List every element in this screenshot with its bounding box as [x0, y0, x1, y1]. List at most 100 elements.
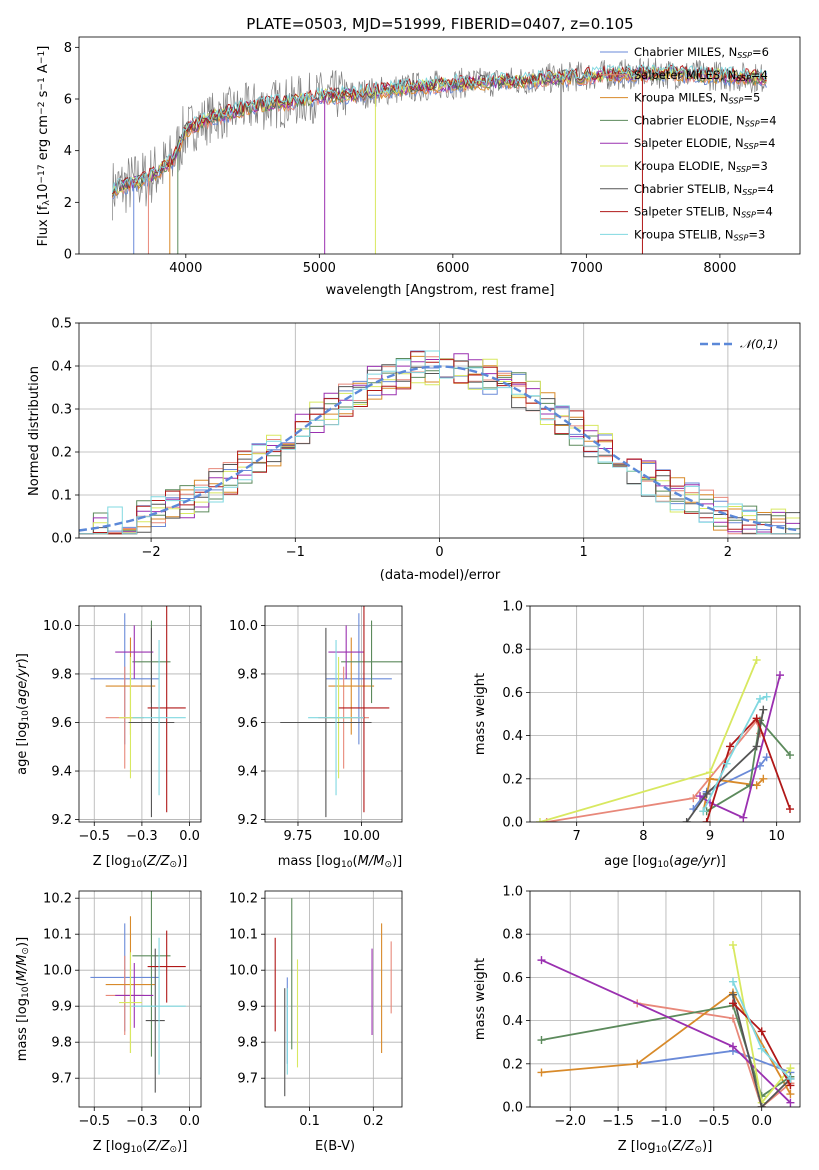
y-tick-label: 10.1 — [229, 928, 258, 943]
y-axis-label: mass weight — [473, 673, 488, 755]
label-part: ( — [353, 854, 358, 869]
label-part: age [log — [604, 854, 657, 869]
weight-marker — [746, 781, 754, 790]
errorbar-kroupa-stelib — [132, 639, 186, 796]
grid — [265, 891, 402, 1107]
errorbar-chabrier-elodie — [132, 891, 171, 1057]
label-part: 10 — [21, 710, 31, 722]
x-tick-label: 7000 — [570, 261, 603, 276]
y-tick-label: 0.2 — [51, 446, 72, 461]
x-axis-label: mass [log10(M/M⊙)] — [278, 854, 402, 870]
weight-series-kroupa-stelib — [728, 977, 795, 1083]
label-part: Z [log — [93, 854, 131, 869]
x-tick-label: −0.3 — [126, 1114, 158, 1129]
label-part: M/M — [15, 955, 30, 982]
legend-entry: Salpeter ELODIE, NSSP=4 — [634, 136, 775, 151]
y-tick-label: 0.4 — [502, 1014, 523, 1029]
weight-marker — [786, 751, 794, 760]
legend-entry: Chabrier ELODIE, NSSP=4 — [634, 113, 777, 128]
y-tick-label: 0 — [64, 248, 72, 263]
y-tick-label: 0.6 — [502, 686, 523, 701]
weight-marker — [759, 705, 768, 714]
x-tick-label: 0.0 — [751, 1114, 772, 1129]
y-axis-label: Flux [fλ10−17 erg cm−2 s−1 A−1] — [36, 46, 52, 247]
x-tick-label: 0.0 — [179, 1114, 200, 1129]
x-tick-label: 9 — [706, 829, 714, 844]
y-tick-label: 0.8 — [502, 928, 523, 943]
weight-marker — [786, 1074, 795, 1083]
x-tick-label: −1 — [286, 545, 305, 560]
weight-marker — [702, 789, 711, 798]
y-tick-label: 0.6 — [502, 971, 523, 986]
label-part: 10 — [657, 860, 669, 870]
weight-line — [732, 994, 792, 1107]
x-axis-label: Z [log10(Z/Z⊙)] — [93, 1139, 188, 1155]
label-part: SSP — [729, 97, 744, 106]
weight-marker — [537, 1068, 546, 1077]
y-tick-label: 9.6 — [51, 716, 72, 731]
weight-marker — [689, 794, 698, 803]
model-spectrum-kroupa-stelib — [111, 62, 768, 193]
chart-title: PLATE=0503, MJD=51999, FIBERID=0407, z=0… — [246, 15, 633, 33]
label-part: )] — [177, 1139, 187, 1154]
y-tick-label: 1.0 — [502, 600, 523, 615]
weight-line — [541, 991, 792, 1095]
y-tick-label: 1.0 — [502, 885, 523, 900]
errorbar-salpeter-elodie — [115, 625, 154, 679]
label-part: mass [log — [15, 998, 30, 1061]
legend-entry: Salpeter MILES, NSSP=4 — [634, 68, 768, 83]
weight-line — [702, 695, 767, 812]
y-axis-label: Normed distribution — [27, 366, 42, 496]
y-tick-label: 6 — [64, 93, 72, 108]
label-part: =4 — [756, 205, 773, 219]
weight-marker — [752, 781, 761, 790]
y-tick-label: 9.2 — [51, 813, 72, 828]
axes-frame — [529, 605, 801, 823]
label-part: )] — [177, 854, 187, 869]
plot-area — [537, 941, 795, 1107]
x-axis-label: wavelength [Angstrom, rest frame] — [326, 283, 555, 298]
label-part: =5 — [743, 91, 760, 105]
label-part: SSP — [736, 74, 751, 83]
weight-marker — [728, 1042, 737, 1051]
y-tick-label: 9.9 — [237, 1000, 258, 1015]
weight-line — [637, 1002, 791, 1107]
x-tick-label: 9.75 — [284, 829, 313, 844]
label-part: −1 — [37, 77, 47, 90]
axes-frame — [264, 890, 403, 1108]
label-part: Z [log — [618, 1139, 656, 1154]
weight-marker — [728, 977, 737, 986]
label-part: ( — [669, 854, 674, 869]
weight-marker — [537, 956, 546, 965]
label-part: ( — [15, 705, 30, 710]
errorbar-salpeter-stelib — [338, 606, 390, 813]
y-tick-label: 0.0 — [51, 532, 72, 547]
label-part: Salpeter MILES, N — [634, 68, 736, 82]
label-part: s — [36, 90, 51, 101]
label-part: ⊙ — [695, 1145, 703, 1155]
y-tick-label: 9.4 — [237, 765, 258, 780]
y-tick-label: 9.6 — [237, 716, 258, 731]
x-axis-label: (data-model)/error — [380, 568, 501, 583]
label-part: SSP — [741, 211, 756, 220]
label-part: 10 — [21, 986, 31, 998]
label-part: A — [36, 64, 51, 77]
label-part: Kroupa STELIB, N — [634, 227, 734, 241]
label-part: 10 — [36, 184, 51, 201]
weight-marker — [728, 1014, 737, 1023]
weight-marker — [756, 694, 764, 703]
label-part: SSP — [734, 233, 749, 242]
label-part: ⊙ — [21, 947, 31, 955]
label-part: =4 — [760, 113, 777, 127]
label-part: )] — [15, 653, 30, 663]
weight-marker — [757, 1103, 766, 1107]
label-part: SSP — [745, 119, 760, 128]
y-tick-label: 4 — [64, 144, 72, 159]
label-part: SSP — [744, 142, 759, 151]
weight-series-kroupa-stelib — [699, 692, 771, 816]
errorbar-chabrier-elodie — [341, 620, 402, 704]
label-part: Kroupa ELODIE, N — [634, 159, 736, 173]
errorbar-kroupa-elodie — [119, 952, 142, 1053]
label-part: 10 — [131, 1145, 143, 1155]
